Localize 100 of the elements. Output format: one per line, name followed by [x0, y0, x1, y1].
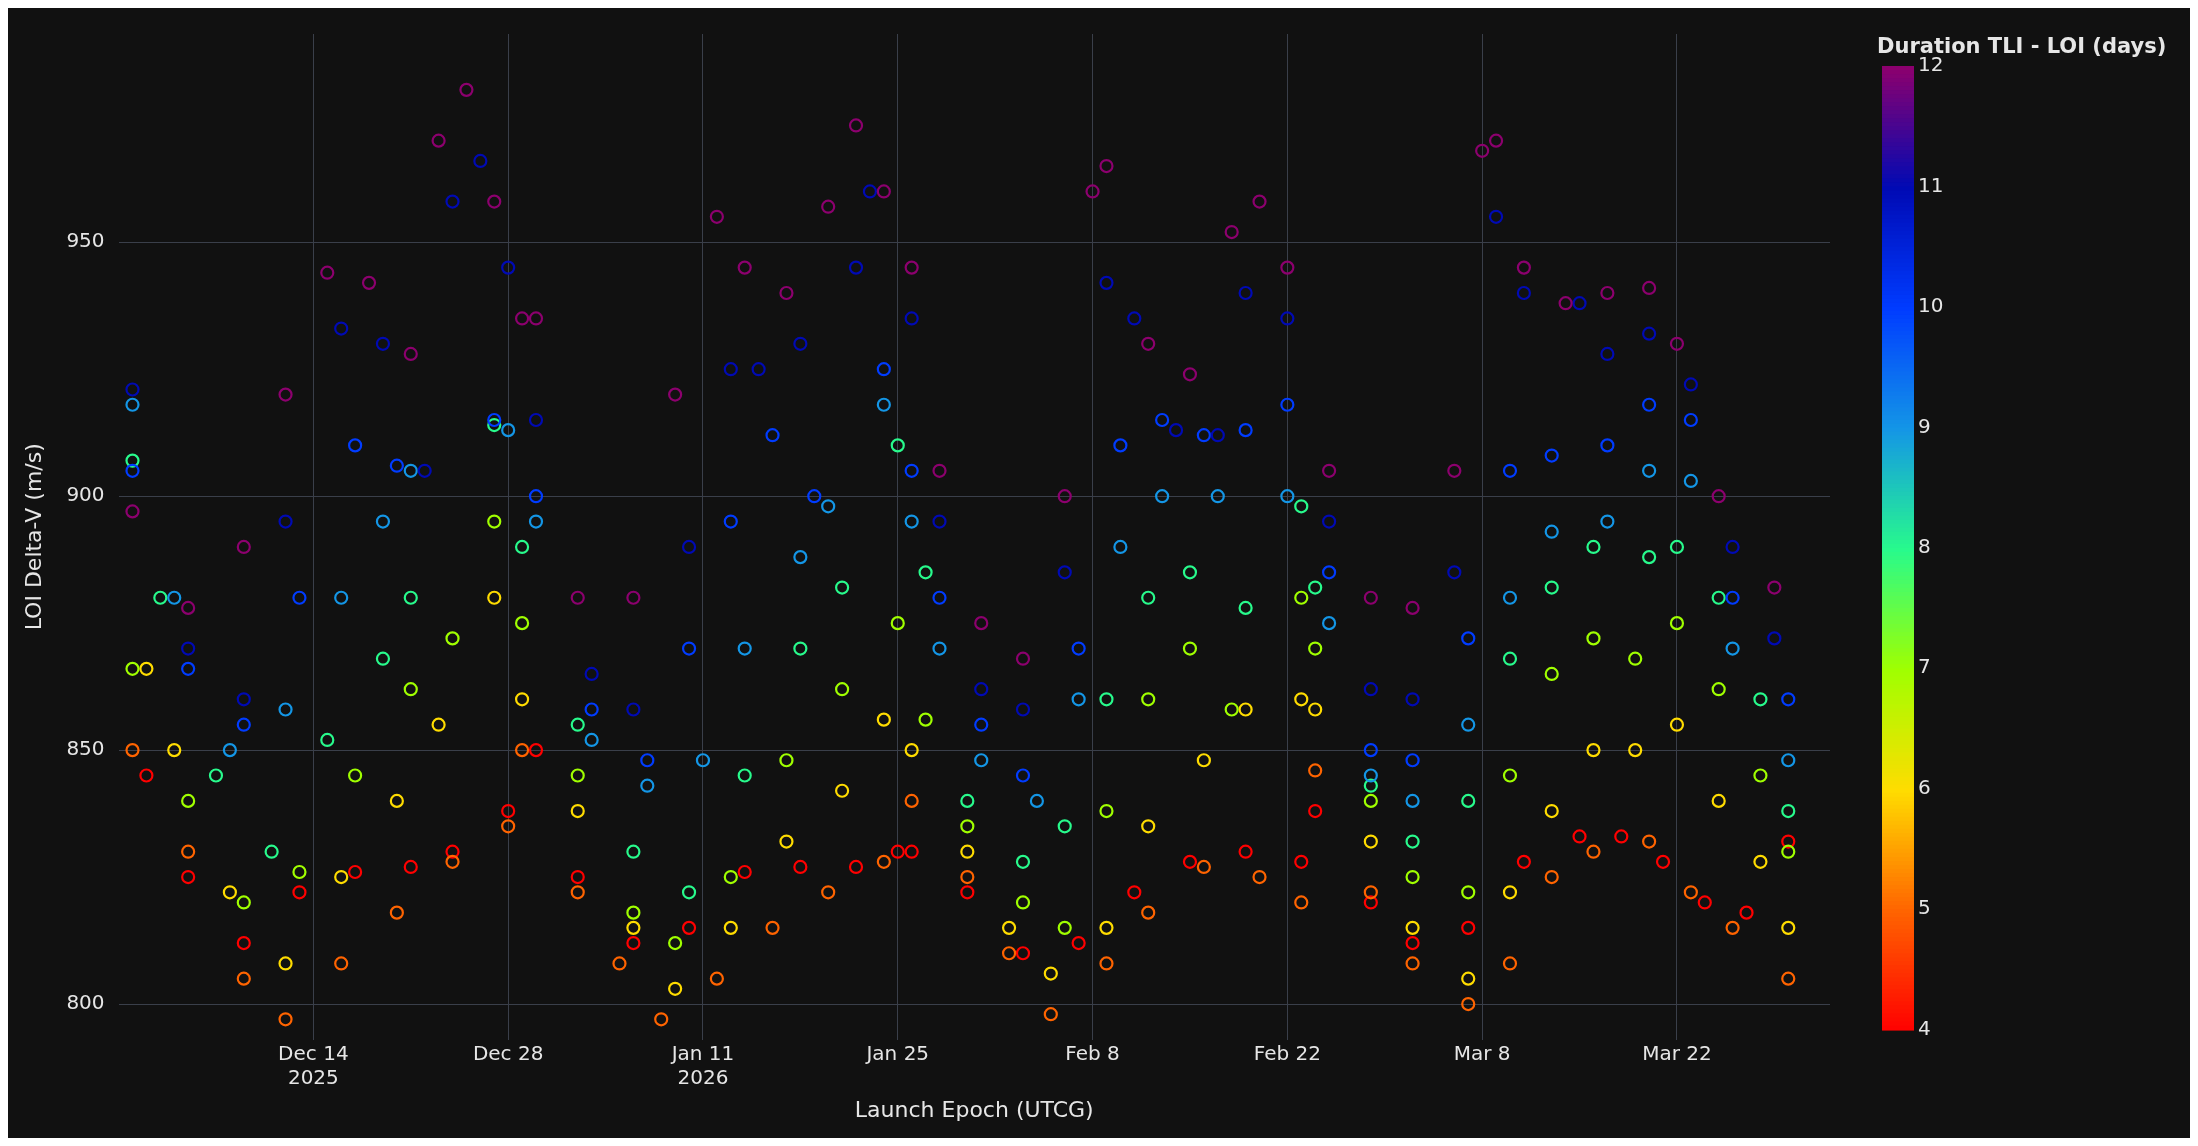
point [1099, 956, 1114, 971]
point [1461, 793, 1476, 808]
x-tick-label: Dec 28 [472, 1040, 544, 1065]
point [1363, 793, 1378, 808]
point [1280, 397, 1295, 412]
point [974, 616, 989, 631]
point [1461, 717, 1476, 732]
point [1447, 463, 1462, 478]
point [1781, 803, 1796, 819]
point [445, 844, 460, 859]
point [167, 590, 182, 605]
point [445, 194, 460, 209]
point [681, 539, 697, 555]
point [1168, 423, 1184, 438]
point [904, 260, 919, 275]
point [1099, 920, 1114, 935]
point [375, 514, 391, 529]
point [1405, 834, 1420, 849]
point [835, 682, 850, 697]
point [1572, 829, 1587, 844]
point [514, 692, 530, 707]
point [431, 133, 446, 148]
point [1127, 885, 1142, 900]
point [1321, 514, 1337, 529]
point [487, 412, 502, 428]
point [1628, 651, 1643, 666]
point [1363, 895, 1378, 910]
point [960, 885, 975, 900]
point [1711, 590, 1726, 605]
point [1015, 702, 1031, 717]
point [389, 458, 404, 473]
point [1363, 590, 1378, 605]
point [1182, 565, 1198, 580]
point [1544, 448, 1559, 463]
point [918, 712, 933, 727]
point [1099, 803, 1114, 819]
point [1586, 539, 1601, 555]
point [1502, 956, 1518, 971]
point [361, 275, 377, 290]
point [1294, 895, 1309, 910]
point [1447, 565, 1462, 580]
point [737, 768, 752, 783]
point [918, 565, 933, 580]
point [334, 321, 349, 336]
point [1600, 514, 1615, 529]
point [876, 397, 891, 412]
y-tick-label: 800 [66, 990, 105, 1015]
y-tick-label: 850 [66, 736, 105, 761]
point [153, 590, 168, 605]
x-tick-label: Dec 14 2025 [278, 1040, 349, 1089]
point [1655, 854, 1671, 869]
point [125, 463, 140, 478]
point [890, 844, 905, 859]
point [375, 336, 391, 351]
point [681, 920, 697, 935]
point [1544, 524, 1559, 539]
point [403, 346, 418, 362]
point [514, 539, 530, 555]
point [1141, 905, 1156, 920]
point [904, 743, 919, 758]
point [278, 956, 293, 971]
point [1669, 539, 1685, 555]
point [1572, 296, 1587, 311]
point [960, 819, 975, 834]
point [1600, 438, 1615, 453]
point [1405, 920, 1420, 935]
point [292, 590, 307, 605]
y-tick-label: 950 [66, 228, 105, 253]
point [1015, 651, 1031, 666]
point [445, 631, 460, 646]
point [765, 920, 780, 935]
point [181, 600, 196, 615]
point [681, 885, 697, 900]
color-bar-label: 5 [1918, 895, 1931, 920]
point [181, 661, 196, 676]
point [1586, 743, 1601, 758]
point [1280, 260, 1295, 275]
point [403, 859, 418, 875]
point [1544, 666, 1559, 682]
point [1586, 631, 1601, 646]
point [1071, 641, 1086, 656]
point [612, 956, 627, 971]
point [932, 463, 947, 478]
point [334, 956, 349, 971]
point [640, 753, 655, 768]
point [1502, 590, 1518, 605]
point [1544, 869, 1559, 885]
point [723, 920, 738, 935]
point [1182, 367, 1198, 382]
point [751, 362, 766, 377]
color-bar-label: 6 [1918, 774, 1931, 799]
point [1711, 489, 1726, 504]
point [584, 702, 599, 717]
point [1600, 285, 1615, 301]
point [723, 514, 738, 529]
point [1238, 600, 1253, 615]
x-tick-label: Jan 11 2026 [669, 1040, 735, 1089]
point [709, 971, 724, 986]
point [278, 1012, 293, 1027]
point [1308, 580, 1323, 595]
